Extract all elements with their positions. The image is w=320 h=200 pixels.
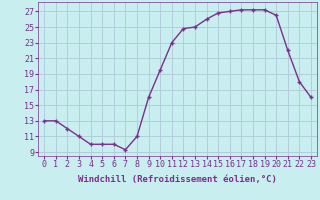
X-axis label: Windchill (Refroidissement éolien,°C): Windchill (Refroidissement éolien,°C): [78, 175, 277, 184]
